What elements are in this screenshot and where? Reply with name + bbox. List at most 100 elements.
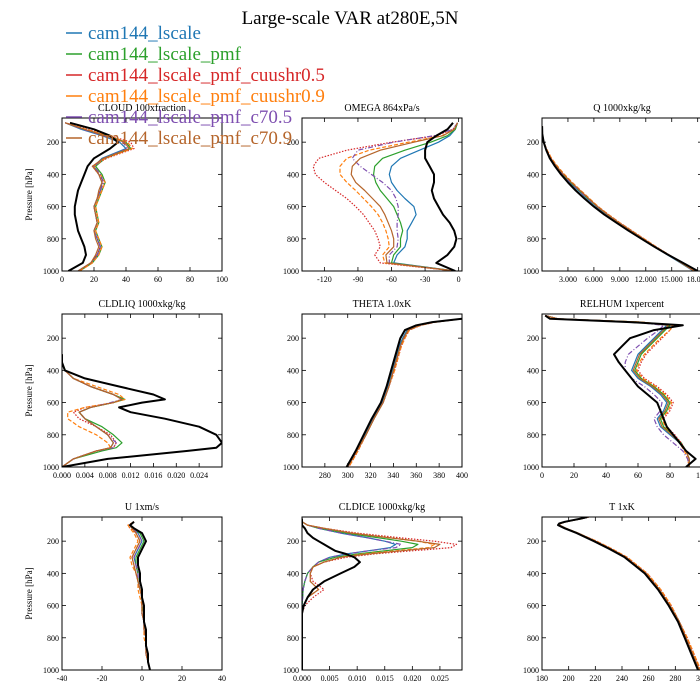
x-tick-label: 0.024 xyxy=(190,471,208,480)
series-line-cam144_lscale_pmf_c70.5 xyxy=(351,122,458,271)
legend: cam144_lscalecam144_lscale_pmfcam144_lsc… xyxy=(66,23,325,149)
x-tick-label: 20 xyxy=(570,471,578,480)
y-tick-label: 600 xyxy=(287,602,299,611)
x-tick-label: 9.000 xyxy=(611,275,629,284)
y-tick-label: 800 xyxy=(527,431,539,440)
series-line-cam144_lscale_pmf_c70.9 xyxy=(558,517,700,670)
x-tick-label: 20 xyxy=(90,275,98,284)
y-tick-label: 400 xyxy=(287,170,299,179)
panel-6: 0 20 40 60 80 100 200 400 600 800 1000 RELHUM 1xper… xyxy=(523,299,700,480)
series-line-cam144_lscale_pmf_c70.9 xyxy=(65,122,130,271)
y-tick-label: 800 xyxy=(47,431,59,440)
series-line-reference xyxy=(542,126,699,271)
x-tick-label: -120 xyxy=(317,275,332,284)
panel-title: CLDICE 1000xkg/kg xyxy=(339,502,425,513)
x-tick-label: 0 xyxy=(140,674,144,683)
x-tick-label: 0.010 xyxy=(348,674,366,683)
plot-frame xyxy=(301,313,463,468)
x-tick-label: 0.020 xyxy=(167,471,185,480)
y-tick-label: 1000 xyxy=(43,463,59,472)
series-line-reference xyxy=(557,517,699,670)
x-tick-label: 60 xyxy=(154,275,162,284)
y-tick-label: 1000 xyxy=(283,666,299,675)
x-tick-label: 3.000 xyxy=(559,275,577,284)
series-line-cam144_lscale xyxy=(347,318,462,467)
x-tick-label: -90 xyxy=(353,275,364,284)
y-tick-label: 800 xyxy=(287,235,299,244)
x-tick-label: 0.020 xyxy=(403,674,421,683)
series-group xyxy=(127,521,151,670)
series-line-cam144_lscale xyxy=(558,517,700,670)
series-line-cam144_lscale_pmf_cuushr0.9 xyxy=(545,315,690,467)
y-tick-label: 200 xyxy=(287,334,299,343)
series-line-cam144_lscale xyxy=(62,354,123,467)
panel-title: CLDLIQ 1000xkg/kg xyxy=(99,299,186,310)
plot-frame xyxy=(61,313,223,468)
x-tick-label: 400 xyxy=(456,471,468,480)
series-line-cam144_lscale_pmf_c70.5 xyxy=(542,126,695,271)
series-line-reference xyxy=(544,314,697,467)
series-line-cam144_lscale_pmf xyxy=(545,315,690,467)
x-tick-label: 0.005 xyxy=(321,674,339,683)
y-tick-label: 1000 xyxy=(43,666,59,675)
series-group xyxy=(64,121,135,271)
y-tick-label: 400 xyxy=(527,366,539,375)
panel-1: 0 20 40 60 80 100 200 400 600 800 1000 CLOUD 100xfr… xyxy=(24,103,228,284)
y-tick-label: 200 xyxy=(527,138,539,147)
x-tick-label: 180 xyxy=(536,674,548,683)
legend-label: cam144_lscale_pmf_c70.5 xyxy=(88,107,292,128)
panel-5: 280 300 320 340 360 380 400 200 400 600 800 1000 THE… xyxy=(283,299,468,480)
x-tick-label: 80 xyxy=(186,275,194,284)
panel-9: 180 200 220 240 260 280 300 200 400 600 800 1000 T 1… xyxy=(523,502,700,683)
series-line-cam144_lscale_pmf_c70.5 xyxy=(558,517,700,670)
legend-label: cam144_lscale_pmf_cuushr0.9 xyxy=(88,86,325,107)
x-tick-label: 380 xyxy=(433,471,445,480)
series-line-cam144_lscale_pmf xyxy=(347,318,462,467)
panel-4: 0.000 0.004 0.008 0.012 0.016 0.020 0.024 200 40… xyxy=(24,299,223,480)
series-line-cam144_lscale_pmf_c70.9 xyxy=(542,126,695,271)
panel-title: OMEGA 864xPa/s xyxy=(344,103,419,114)
x-tick-label: -20 xyxy=(97,674,108,683)
y-tick-label: 600 xyxy=(47,203,59,212)
x-tick-label: 0.000 xyxy=(53,471,71,480)
y-tick-label: 200 xyxy=(47,138,59,147)
panel-title: T 1xK xyxy=(609,502,635,513)
plot-frame xyxy=(541,313,700,468)
y-tick-label: 400 xyxy=(47,366,59,375)
panel-7: -40 -20 0 20 40 200 400 600 800 1000 U 1xm/s Pressu… xyxy=(24,502,226,683)
series-line-cam144_lscale_pmf_cuushr0.5 xyxy=(302,518,458,670)
series-line-cam144_lscale xyxy=(388,122,459,271)
y-tick-label: 400 xyxy=(527,569,539,578)
y-tick-label: 600 xyxy=(527,602,539,611)
x-tick-label: 300 xyxy=(342,471,354,480)
y-axis-label: Pressure [hPa] xyxy=(24,567,34,619)
series-line-cam144_lscale_pmf_cuushr0.5 xyxy=(62,354,123,467)
y-tick-label: 800 xyxy=(527,634,539,643)
panel-title: U 1xm/s xyxy=(125,502,159,513)
y-tick-label: 1000 xyxy=(523,666,539,675)
series-line-cam144_lscale_pmf_cuushr0.9 xyxy=(62,354,126,467)
y-tick-label: 1000 xyxy=(43,267,59,276)
x-tick-label: 100 xyxy=(696,471,700,480)
series-line-cam144_lscale_pmf_c70.9 xyxy=(350,122,459,271)
x-tick-label: 280 xyxy=(319,471,331,480)
y-tick-label: 400 xyxy=(47,170,59,179)
series-group xyxy=(302,518,458,670)
series-line-cam144_lscale_pmf_c70.5 xyxy=(545,315,690,467)
y-tick-label: 600 xyxy=(287,203,299,212)
x-tick-label: 0.012 xyxy=(122,471,140,480)
x-tick-label: 0.025 xyxy=(431,674,449,683)
series-line-cam144_lscale_pmf_c70.5 xyxy=(64,122,129,271)
x-tick-label: 0.015 xyxy=(376,674,394,683)
series-group xyxy=(345,317,462,467)
y-tick-label: 800 xyxy=(287,634,299,643)
series-line-cam144_lscale_pmf_cuushr0.5 xyxy=(312,122,458,271)
y-tick-label: 200 xyxy=(287,537,299,546)
x-tick-label: 0.004 xyxy=(76,471,94,480)
series-line-cam144_lscale_pmf_cuushr0.5 xyxy=(545,315,690,467)
x-tick-label: -60 xyxy=(386,275,397,284)
x-tick-label: 220 xyxy=(589,674,601,683)
legend-label: cam144_lscale_pmf xyxy=(88,44,242,65)
series-line-reference xyxy=(424,122,458,271)
x-tick-label: 0.008 xyxy=(99,471,117,480)
